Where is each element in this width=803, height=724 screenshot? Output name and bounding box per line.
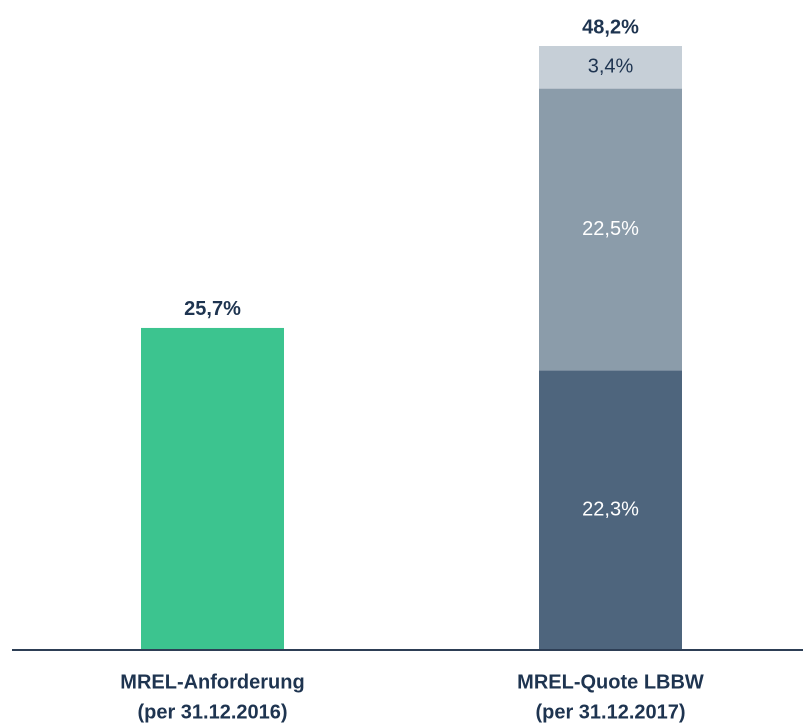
- x-tick-label: MREL-Anforderung: [120, 671, 304, 693]
- value-label: 3,4%: [588, 56, 634, 78]
- x-tick-label: (per 31.12.2016): [137, 701, 287, 723]
- bar-segment: [539, 370, 682, 650]
- value-label: 22,5%: [582, 218, 639, 240]
- x-tick-label: MREL-Quote LBBW: [517, 671, 704, 693]
- total-label: 48,2%: [582, 16, 639, 38]
- value-label: 22,3%: [582, 499, 639, 521]
- total-label: 25,7%: [184, 298, 241, 320]
- x-tick-label: (per 31.12.2017): [535, 701, 685, 723]
- bar-segment: [141, 327, 284, 650]
- bar-segment: [539, 46, 682, 89]
- bar-segment: [539, 88, 682, 371]
